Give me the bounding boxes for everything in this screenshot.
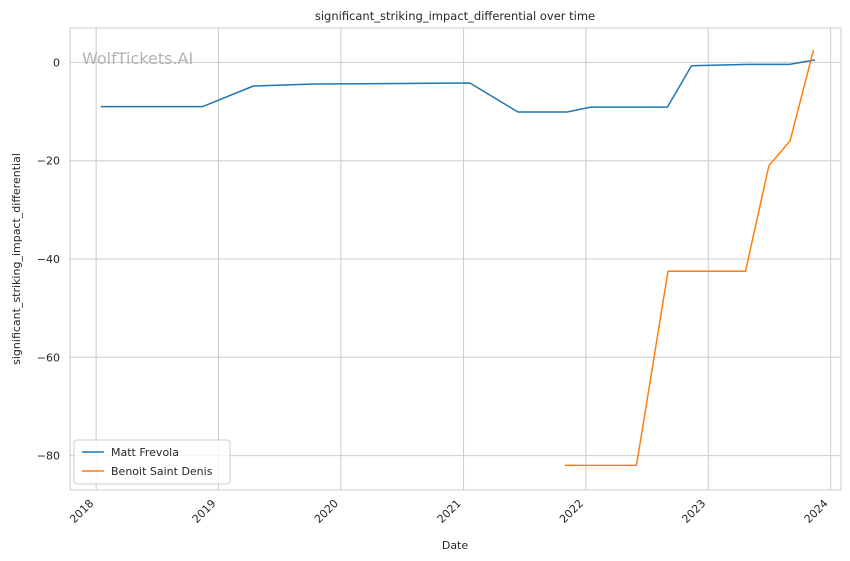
x-tick-label-2024: 2024 bbox=[802, 497, 831, 526]
x-tick-labels: 2018 2019 2020 2021 2022 2023 2024 bbox=[67, 497, 830, 526]
series-line-matt-frevola bbox=[100, 59, 816, 113]
legend-label-matt-frevola: Matt Frevola bbox=[111, 446, 179, 459]
x-axis-label: Date bbox=[442, 539, 469, 552]
watermark: WolfTickets.AI bbox=[82, 49, 193, 68]
y-tick-label--80: −80 bbox=[37, 450, 60, 463]
x-tick-label-2022: 2022 bbox=[557, 497, 586, 526]
x-tick-label-2021: 2021 bbox=[435, 497, 464, 526]
x-tick-label-2019: 2019 bbox=[190, 497, 219, 526]
series-line-benoit-saint-denis bbox=[564, 49, 815, 467]
legend-box bbox=[73, 439, 231, 485]
x-tick-label-2023: 2023 bbox=[679, 497, 708, 526]
y-tick-label--60: −60 bbox=[37, 351, 60, 364]
y-tick-label--20: −20 bbox=[37, 155, 60, 168]
y-tick-labels: 0 −20 −40 −60 −80 bbox=[37, 56, 60, 462]
y-axis-label: significant_striking_impact_differential bbox=[10, 153, 23, 365]
series-layer bbox=[100, 49, 816, 467]
y-tick-label--40: −40 bbox=[37, 253, 60, 266]
y-tick-label-0: 0 bbox=[53, 56, 60, 69]
x-tick-label-2020: 2020 bbox=[312, 497, 341, 526]
legend-label-benoit-saint-denis: Benoit Saint Denis bbox=[111, 465, 213, 478]
x-tick-label-2018: 2018 bbox=[67, 497, 96, 526]
plot-area-frame bbox=[69, 27, 842, 491]
y-grid bbox=[70, 61, 841, 457]
chart-title: significant_striking_impact_differential… bbox=[315, 9, 595, 23]
legend: Matt Frevola Benoit Saint Denis bbox=[73, 439, 231, 485]
